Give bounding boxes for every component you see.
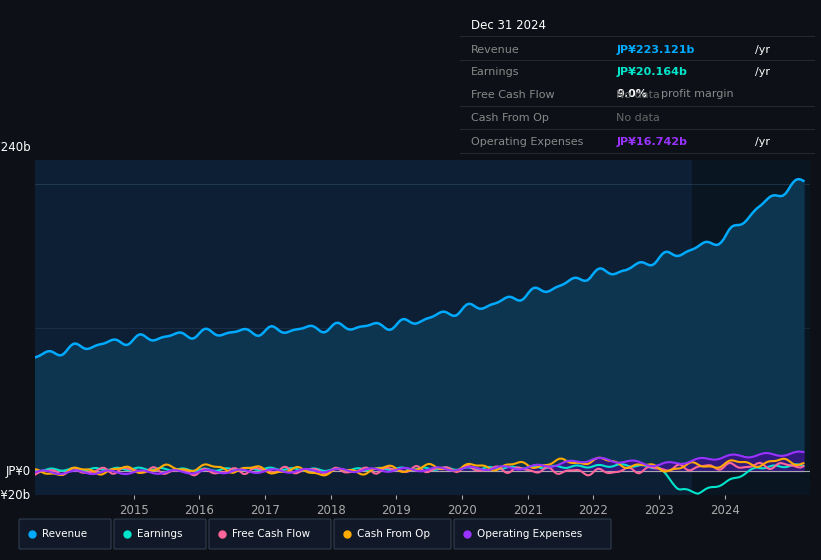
FancyBboxPatch shape	[454, 519, 611, 549]
Text: JP¥16.742b: JP¥16.742b	[617, 137, 687, 147]
FancyBboxPatch shape	[114, 519, 206, 549]
Text: Dec 31 2024: Dec 31 2024	[470, 18, 546, 32]
Text: Free Cash Flow: Free Cash Flow	[470, 90, 554, 100]
Text: -JP¥20b: -JP¥20b	[0, 488, 31, 502]
FancyBboxPatch shape	[334, 519, 451, 549]
Text: /yr: /yr	[754, 45, 769, 54]
Text: 9.0%: 9.0%	[617, 88, 647, 99]
Text: Cash From Op: Cash From Op	[470, 113, 548, 123]
Text: Cash From Op: Cash From Op	[357, 529, 430, 539]
Text: Earnings: Earnings	[470, 67, 519, 77]
Bar	[692, 160, 810, 495]
Text: JP¥20.164b: JP¥20.164b	[617, 67, 687, 77]
FancyBboxPatch shape	[19, 519, 111, 549]
Text: No data: No data	[617, 90, 660, 100]
Text: Earnings: Earnings	[137, 529, 182, 539]
Text: /yr: /yr	[754, 137, 769, 147]
Text: Revenue: Revenue	[42, 529, 87, 539]
FancyBboxPatch shape	[209, 519, 331, 549]
Text: /yr: /yr	[754, 67, 769, 77]
Text: JP¥223.121b: JP¥223.121b	[617, 45, 695, 54]
Text: No data: No data	[617, 113, 660, 123]
Text: Revenue: Revenue	[470, 45, 520, 54]
Text: profit margin: profit margin	[661, 88, 733, 99]
Text: Operating Expenses: Operating Expenses	[477, 529, 582, 539]
Text: Operating Expenses: Operating Expenses	[470, 137, 583, 147]
Text: Free Cash Flow: Free Cash Flow	[232, 529, 310, 539]
Text: JP¥0: JP¥0	[6, 465, 31, 478]
Text: JP¥240b: JP¥240b	[0, 141, 31, 155]
